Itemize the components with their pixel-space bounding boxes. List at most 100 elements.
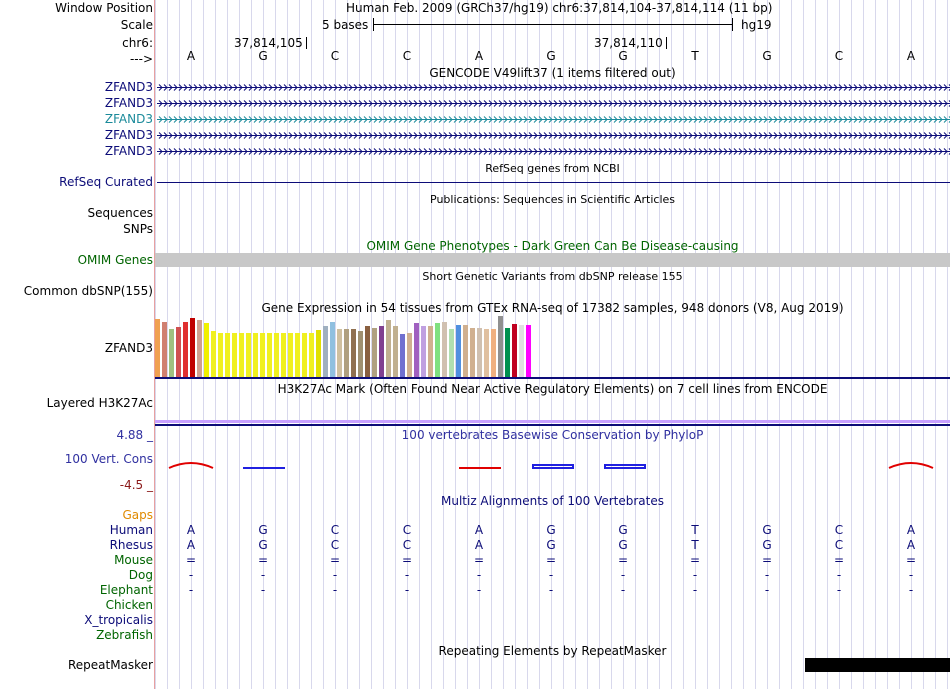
gtex-tissue-bar[interactable] <box>330 322 335 377</box>
repeat-label[interactable]: RepeatMasker <box>67 658 153 672</box>
gene-model-line[interactable] <box>157 145 950 158</box>
gtex-tissue-bar[interactable] <box>484 329 489 377</box>
gtex-tissue-bar[interactable] <box>211 331 216 377</box>
snps-label[interactable]: SNPs <box>123 222 153 236</box>
species-label-gaps[interactable]: Gaps <box>122 508 153 522</box>
gtex-tissue-bar[interactable] <box>379 326 384 377</box>
gtex-tissue-bar[interactable] <box>190 318 195 377</box>
gtex-tissue-bar[interactable] <box>351 329 356 377</box>
refseq-gene-line[interactable] <box>157 182 950 183</box>
gtex-tissue-bar[interactable] <box>288 333 293 377</box>
gtex-tissue-bar[interactable] <box>470 328 475 377</box>
gtex-tissue-bar[interactable] <box>162 322 167 377</box>
gtex-tissue-bar[interactable] <box>393 326 398 377</box>
gtex-tissue-bar[interactable] <box>421 326 426 377</box>
gtex-tissue-bar[interactable] <box>323 326 328 377</box>
gtex-tissue-bar[interactable] <box>302 333 307 377</box>
gtex-tissue-bar[interactable] <box>372 328 377 377</box>
gtex-title[interactable]: Gene Expression in 54 tissues from GTEx … <box>261 301 844 315</box>
gene-model-line[interactable] <box>157 113 950 126</box>
gtex-tissue-bar[interactable] <box>344 329 349 377</box>
gtex-tissue-bar[interactable] <box>260 333 265 377</box>
gtex-tissue-bar[interactable] <box>358 331 363 377</box>
gtex-tissue-bar[interactable] <box>225 333 230 377</box>
gtex-tissue-bar[interactable] <box>183 322 188 377</box>
gencode-label-1[interactable]: ZFAND3 <box>105 80 153 94</box>
species-label-elephant[interactable]: Elephant <box>99 583 153 597</box>
species-label-x_tropicalis[interactable]: X_tropicalis <box>84 613 153 627</box>
gtex-tissue-bar[interactable] <box>218 333 223 377</box>
cons-title[interactable]: 100 vertebrates Basewise Conservation by… <box>401 428 704 442</box>
gtex-tissue-bar[interactable] <box>505 328 510 377</box>
gtex-tissue-bar[interactable] <box>155 319 160 377</box>
cons-track[interactable] <box>155 440 950 490</box>
gtex-tissue-bar[interactable] <box>309 333 314 377</box>
gtex-tissue-bar[interactable] <box>449 329 454 377</box>
h3k27-signal[interactable] <box>155 420 950 423</box>
gtex-tissue-bar[interactable] <box>414 323 419 377</box>
h3k27-title[interactable]: H3K27Ac Mark (Often Found Near Active Re… <box>277 382 828 396</box>
gtex-tissue-bar[interactable] <box>386 320 391 377</box>
gtex-bar-chart[interactable] <box>155 316 950 377</box>
gtex-tissue-bar[interactable] <box>477 328 482 377</box>
sequences-label[interactable]: Sequences <box>87 206 153 220</box>
gencode-label-4[interactable]: ZFAND3 <box>105 128 153 142</box>
species-label-mouse[interactable]: Mouse <box>114 553 153 567</box>
multiz-title[interactable]: Multiz Alignments of 100 Vertebrates <box>440 494 665 508</box>
omim-title[interactable]: OMIM Gene Phenotypes - Dark Green Can Be… <box>366 239 739 253</box>
gtex-tissue-bar[interactable] <box>365 326 370 377</box>
species-label-zebrafish[interactable]: Zebrafish <box>96 628 153 642</box>
species-label-human[interactable]: Human <box>109 523 153 537</box>
gtex-tissue-bar[interactable] <box>295 333 300 377</box>
species-label-dog[interactable]: Dog <box>128 568 153 582</box>
gtex-tissue-bar[interactable] <box>253 333 258 377</box>
gencode-label-2[interactable]: ZFAND3 <box>105 96 153 110</box>
gtex-label[interactable]: ZFAND3 <box>104 341 153 355</box>
gtex-tissue-bar[interactable] <box>498 316 503 377</box>
gtex-tissue-bar[interactable] <box>246 333 251 377</box>
gtex-tissue-bar[interactable] <box>204 323 209 377</box>
gene-model-line[interactable] <box>157 81 950 94</box>
gencode-label-5[interactable]: ZFAND3 <box>105 144 153 158</box>
h3k27-label[interactable]: Layered H3K27Ac <box>46 396 153 410</box>
gtex-tissue-bar[interactable] <box>169 329 174 377</box>
omim-bar[interactable] <box>155 253 950 267</box>
gtex-tissue-bar[interactable] <box>316 330 321 377</box>
gtex-tissue-bar[interactable] <box>239 333 244 377</box>
gtex-tissue-bar[interactable] <box>491 329 496 377</box>
refseq-label[interactable]: RefSeq Curated <box>59 175 153 189</box>
gtex-tissue-bar[interactable] <box>512 324 517 377</box>
gtex-tissue-bar[interactable] <box>407 333 412 377</box>
pubs-title[interactable]: Publications: Sequences in Scientific Ar… <box>430 193 675 206</box>
gtex-tissue-bar[interactable] <box>197 320 202 377</box>
gtex-tissue-bar[interactable] <box>400 334 405 377</box>
gtex-tissue-bar[interactable] <box>176 327 181 377</box>
gtex-tissue-bar[interactable] <box>428 326 433 377</box>
dbsnp-title[interactable]: Short Genetic Variants from dbSNP releas… <box>422 270 683 283</box>
repeat-element[interactable] <box>805 658 950 672</box>
strand-chevron <box>293 84 298 91</box>
strand-chevron <box>873 132 878 139</box>
gene-model-line[interactable] <box>157 97 950 110</box>
gtex-tissue-bar[interactable] <box>337 329 342 377</box>
dbsnp-label[interactable]: Common dbSNP(155) <box>23 284 153 298</box>
repeat-title[interactable]: Repeating Elements by RepeatMasker <box>438 644 667 658</box>
refseq-title[interactable]: RefSeq genes from NCBI <box>485 162 620 175</box>
gtex-tissue-bar[interactable] <box>274 333 279 377</box>
species-label-chicken[interactable]: Chicken <box>105 598 153 612</box>
gtex-tissue-bar[interactable] <box>232 333 237 377</box>
gtex-tissue-bar[interactable] <box>281 333 286 377</box>
gencode-title[interactable]: GENCODE V49lift37 (1 items filtered out) <box>429 66 676 80</box>
omim-label[interactable]: OMIM Genes <box>77 253 153 267</box>
gtex-tissue-bar[interactable] <box>526 325 531 377</box>
species-label-rhesus[interactable]: Rhesus <box>109 538 153 552</box>
gtex-tissue-bar[interactable] <box>456 325 461 377</box>
gtex-tissue-bar[interactable] <box>442 322 447 377</box>
gtex-tissue-bar[interactable] <box>435 323 440 377</box>
gtex-tissue-bar[interactable] <box>267 333 272 377</box>
gtex-tissue-bar[interactable] <box>463 325 468 377</box>
gene-model-line[interactable] <box>157 129 950 142</box>
cons-label[interactable]: 100 Vert. Cons <box>64 452 153 466</box>
gencode-label-3[interactable]: ZFAND3 <box>105 112 153 126</box>
gtex-tissue-bar[interactable] <box>519 325 524 377</box>
